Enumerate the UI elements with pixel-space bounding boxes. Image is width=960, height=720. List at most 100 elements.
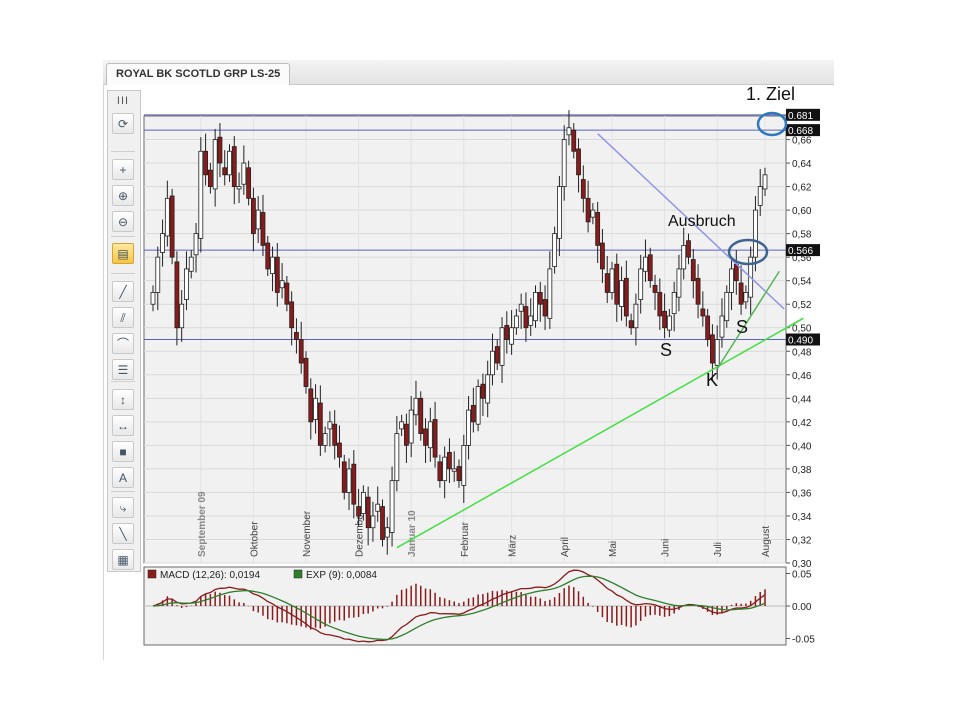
crosshair-icon[interactable]: + — [112, 159, 134, 180]
breakout-label: Ausbruch — [668, 213, 736, 230]
curve-tool-icon[interactable]: ⤷ — [112, 497, 134, 518]
y-tick-label: 0,56 — [792, 253, 812, 264]
candle-body — [561, 139, 567, 187]
channel-tool-icon[interactable]: ⫽ — [112, 307, 134, 328]
candle-body — [150, 292, 156, 305]
horizontal-line-icon[interactable]: ↔ — [112, 415, 134, 436]
candle-body — [356, 506, 361, 517]
y-tick-label: 0,30 — [792, 559, 812, 570]
candle-body — [255, 209, 261, 230]
candle-body — [600, 242, 605, 270]
y-tick-label: 0,50 — [792, 324, 812, 335]
toolbar-separator — [111, 273, 135, 274]
line-tool-icon[interactable]: ╱ — [112, 281, 134, 302]
candle-body — [217, 136, 223, 164]
candle-body — [729, 268, 734, 293]
y-tick-label: 0,52 — [792, 300, 812, 311]
candle-body — [490, 350, 495, 376]
candle-body — [164, 197, 170, 237]
long-term-support-extension — [785, 317, 804, 329]
level-badge — [786, 124, 820, 137]
x-tick-label: November — [302, 510, 313, 557]
candle-body — [470, 404, 476, 423]
rectangle-tool-icon[interactable]: ■ — [112, 441, 134, 462]
candle-body — [466, 409, 471, 446]
zoom-out-icon[interactable]: ⊖ — [112, 211, 134, 232]
y-tick-label: 0,64 — [792, 159, 812, 170]
x-tick-label: Januar 10 — [407, 510, 418, 557]
candle-body — [533, 292, 538, 322]
candle-body — [360, 492, 366, 514]
candle-body — [394, 433, 400, 482]
candle-body — [623, 277, 629, 317]
candle-body — [222, 167, 228, 176]
macd-y-tick-label: 0.00 — [792, 602, 812, 613]
candle-body — [270, 256, 275, 275]
y-tick-label: 0,38 — [792, 465, 812, 476]
candle-body — [657, 292, 663, 317]
y-tick-label: 0,32 — [792, 535, 812, 546]
target-label: 1. Ziel — [746, 84, 796, 104]
candle-body — [303, 357, 309, 387]
chart-tab[interactable]: ROYAL BK SCOTLD GRP LS-25 — [106, 63, 291, 85]
x-tick-label: September 09 — [197, 491, 208, 557]
level-badge — [786, 244, 820, 257]
fibonacci-tool-icon[interactable]: ☰ — [112, 359, 134, 380]
y-tick-label: 0,40 — [792, 441, 812, 452]
legend-swatch — [293, 569, 303, 579]
pen-tool-icon[interactable]: ╲ — [112, 523, 134, 544]
legend-swatch — [147, 569, 157, 579]
refresh-icon[interactable]: ⟳ — [112, 113, 134, 134]
candle-body — [274, 256, 280, 293]
candle-body — [552, 233, 558, 267]
candle-body — [447, 452, 452, 470]
toolbar-separator — [111, 151, 135, 152]
candle-body — [666, 315, 672, 331]
macd-y-tick-label: 0.05 — [792, 570, 812, 581]
candle-body — [485, 374, 491, 404]
candle-body — [317, 402, 323, 446]
y-tick-label: 0,48 — [792, 347, 812, 358]
short-term-support-trendline — [716, 270, 780, 370]
candle-body — [351, 463, 357, 505]
downtrend-resistance-trendline — [597, 133, 785, 310]
head-label: K — [706, 370, 719, 390]
right-shoulder-label: S — [736, 317, 749, 337]
candle-body — [757, 186, 763, 206]
arc-tool-icon[interactable]: ⌒ — [112, 333, 134, 354]
candle-body — [528, 315, 534, 326]
toolbar-grip-icon[interactable]: III — [116, 95, 130, 107]
candle-body — [294, 332, 299, 340]
vertical-line-icon[interactable]: ↕ — [112, 389, 134, 410]
palette-icon[interactable]: ▦ — [112, 549, 134, 570]
text-tool-icon[interactable]: A — [112, 467, 134, 488]
chart-settings-icon[interactable]: ▤ — [112, 243, 134, 264]
candle-body — [346, 468, 352, 493]
y-tick-label: 0,66 — [792, 136, 812, 147]
x-tick-label: Dezember — [355, 510, 366, 557]
y-tick-label: 0,36 — [792, 488, 812, 499]
candle-body — [585, 197, 591, 223]
candle-body — [365, 496, 371, 529]
candle-body — [236, 186, 242, 190]
signal-line — [152, 575, 766, 641]
candle-body — [671, 292, 677, 315]
candle-body — [432, 419, 438, 458]
candle-body — [523, 306, 529, 329]
long-term-support-trendline — [396, 317, 804, 549]
candle-body — [327, 421, 333, 430]
target-circle — [756, 111, 788, 137]
candle-body — [700, 308, 706, 317]
candle-body — [332, 423, 338, 446]
candle-body — [690, 259, 696, 282]
candle-body — [322, 433, 328, 446]
candle-body — [188, 256, 194, 272]
y-tick-label: 0,42 — [792, 418, 812, 429]
candle-body — [743, 292, 749, 303]
candle-body — [480, 383, 486, 399]
candle-body — [241, 162, 247, 185]
candle-body — [174, 261, 180, 329]
zoom-in-icon[interactable]: ⊕ — [112, 185, 134, 206]
candle-body — [169, 195, 175, 258]
